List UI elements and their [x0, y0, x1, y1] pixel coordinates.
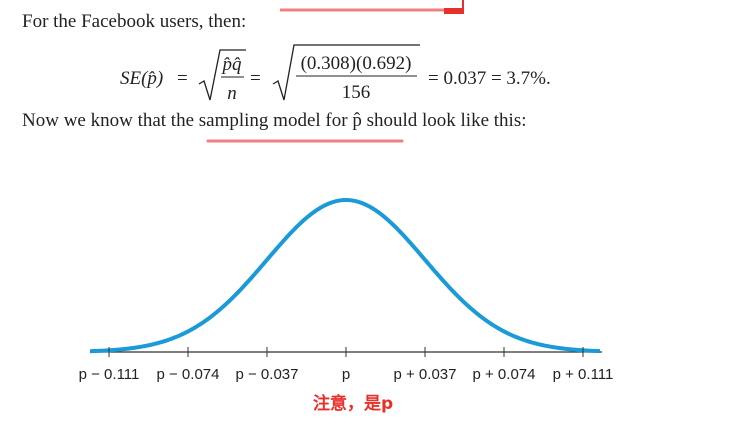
axis-label: p + 0.111 — [553, 366, 614, 383]
formula-lhs: SE(p̂) — [120, 68, 163, 89]
intro-text: For the Facebook users, then: — [22, 11, 246, 32]
radical — [272, 44, 420, 101]
fraction-denominator: 156 — [342, 82, 371, 103]
axis: p − 0.111 p − 0.074 p − 0.037 p p + 0.037 p +… — [79, 347, 614, 383]
radical — [198, 49, 246, 101]
fraction-numerator: (0.308)(0.692) — [301, 53, 412, 74]
axis-label: p − 0.111 — [79, 366, 140, 383]
annotation: 注意，是p — [313, 393, 393, 414]
formula-equals: = — [250, 68, 261, 89]
normal-curve — [89, 197, 601, 354]
axis-label: p − 0.074 — [157, 366, 220, 383]
sentence: Now we know that the sampling model for … — [22, 110, 527, 131]
formula-result: = 0.037 = 3.7%. — [428, 68, 551, 89]
axis-label: p + 0.074 — [473, 366, 536, 383]
axis-label: p − 0.037 — [236, 366, 299, 383]
axis-label: p — [342, 366, 350, 383]
fraction-numerator: p̂q̂ — [221, 54, 243, 75]
highlight-mark — [444, 8, 462, 14]
axis-label: p + 0.037 — [394, 366, 457, 383]
formula-equals: = — [177, 68, 188, 89]
fraction-denominator: n — [227, 83, 237, 104]
